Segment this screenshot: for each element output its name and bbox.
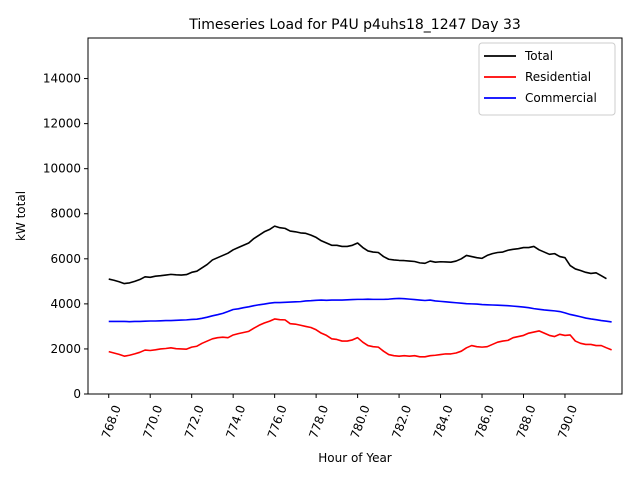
- x-axis-label: Hour of Year: [318, 451, 392, 465]
- y-tick-label: 2000: [50, 342, 81, 356]
- series-line-commercial: [108, 297, 612, 323]
- y-tick-label: 0: [73, 387, 81, 401]
- plot-frame: [87, 37, 623, 395]
- series-line-residential: [108, 318, 612, 358]
- y-tick-label: 14000: [43, 72, 81, 86]
- y-axis: 0 2000 4000 6000 8000 10000 12000 14000: [43, 72, 88, 401]
- y-tick-label: 6000: [50, 252, 81, 266]
- legend-box: [478, 42, 616, 116]
- legend-label-commercial: Commercial: [525, 91, 597, 105]
- chart-title: Timeseries Load for P4U p4uhs18_1247 Day…: [188, 17, 521, 33]
- series-line-total: [108, 225, 607, 285]
- legend-label-total: Total: [524, 49, 553, 63]
- plot-area: [108, 225, 612, 358]
- legend-label-residential: Residential: [525, 70, 591, 84]
- legend: Total Residential Commercial: [478, 42, 616, 116]
- y-tick-label: 10000: [43, 162, 81, 176]
- y-tick-label: 12000: [43, 117, 81, 131]
- y-axis-label: kW total: [14, 191, 28, 241]
- y-tick-label: 8000: [50, 207, 81, 221]
- y-tick-label: 4000: [50, 297, 81, 311]
